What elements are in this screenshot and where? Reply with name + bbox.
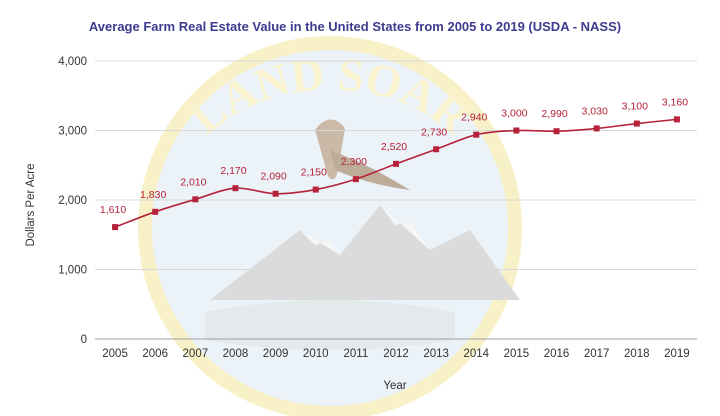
data-label-2016: 2,990: [541, 108, 567, 120]
data-label-2007: 2,010: [180, 176, 206, 188]
data-label-2013: 2,730: [421, 126, 447, 138]
eagle-icon: [315, 119, 410, 190]
data-point-2016: [553, 128, 560, 135]
data-label-2017: 3,030: [582, 105, 608, 117]
x-tick-label: 2014: [463, 348, 489, 360]
x-tick-label: 2016: [544, 348, 570, 360]
y-axis-label: Dollars Per Acre: [25, 163, 37, 246]
data-label-2008: 2,170: [220, 165, 246, 177]
data-point-2014: [473, 131, 480, 138]
y-tick-label: 1,000: [58, 265, 87, 277]
x-tick-label: 2010: [303, 348, 329, 360]
x-axis-label: Year: [383, 380, 406, 392]
x-tick-label: 2008: [223, 348, 249, 360]
x-axis-ticks: 2005 2006 2007 2008 2009 2010 2011 2012 2013 2014…: [102, 348, 689, 360]
y-tick-label: 4,000: [58, 56, 87, 68]
data-point-2013: [433, 146, 440, 153]
data-label-2012: 2,520: [381, 141, 407, 153]
data-labels: 1,610 1,830 2,010 2,170 2,090 2,150 2,300 2,520…: [100, 96, 688, 216]
data-point-2012: [393, 160, 399, 167]
x-tick-label: 2009: [263, 348, 289, 360]
data-point-2017: [593, 125, 600, 132]
data-label-2006: 1,830: [140, 189, 166, 201]
x-tick-label: 2007: [183, 348, 209, 360]
data-point-2007: [192, 196, 199, 203]
data-point-2018: [633, 120, 640, 127]
x-tick-label: 2018: [624, 348, 650, 360]
data-point-2010: [312, 186, 319, 193]
y-tick-label: 2,000: [58, 195, 87, 207]
x-tick-label: 2011: [343, 348, 368, 360]
y-tick-label: 3,000: [58, 126, 87, 138]
y-tick-label: 0: [81, 334, 87, 346]
data-point-2011: [352, 176, 359, 183]
mountain-icon: [210, 205, 520, 300]
data-label-2018: 3,100: [622, 101, 648, 113]
x-tick-label: 2017: [584, 348, 610, 360]
data-point-2015: [513, 127, 520, 134]
x-tick-label: 2019: [664, 348, 690, 360]
y-axis-ticks: 0 1,000 2,000 3,000 4,000: [58, 56, 87, 346]
x-tick-label: 2015: [504, 348, 530, 360]
data-label-2011: 2,300: [341, 156, 367, 168]
x-tick-label: 2006: [142, 348, 168, 360]
data-label-2005: 1,610: [100, 204, 126, 216]
x-tick-label: 2013: [423, 348, 449, 360]
data-label-2019: 3,160: [662, 96, 688, 108]
data-point-2005: [112, 224, 119, 231]
chart-title: Average Farm Real Estate Value in the Un…: [89, 19, 621, 34]
data-label-2009: 2,090: [260, 171, 286, 183]
data-label-2015: 3,000: [501, 108, 527, 120]
data-label-2010: 2,150: [301, 167, 327, 179]
x-tick-label: 2012: [383, 348, 409, 360]
data-point-2006: [152, 208, 159, 215]
data-label-2014: 2,940: [461, 112, 487, 124]
data-point-2008: [232, 185, 239, 192]
data-points: [112, 116, 680, 231]
data-point-2019: [673, 116, 680, 123]
data-point-2009: [272, 190, 279, 197]
x-tick-label: 2005: [102, 348, 128, 360]
